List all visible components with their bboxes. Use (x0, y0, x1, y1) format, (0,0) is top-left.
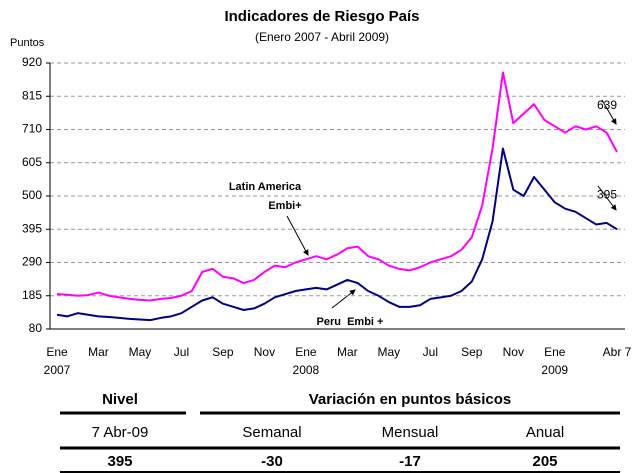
chart-title: Indicadores de Riesgo País (224, 8, 419, 25)
x-tick-label: Abr 7 (602, 345, 632, 359)
arrow (597, 185, 617, 211)
table-subheader: Semanal (242, 424, 301, 441)
table-subheader: Anual (526, 424, 564, 441)
x-tick-label: Mar (337, 345, 358, 359)
table-cell: 395 (107, 453, 132, 470)
arrow (601, 99, 617, 125)
x-tick-label: Nov (253, 345, 276, 359)
data-label: 395 (597, 187, 617, 201)
y-tick-label: 80 (29, 321, 43, 335)
series-line (56, 147, 618, 322)
y-tick-label: 290 (22, 255, 42, 269)
x-tick-label: Sep (212, 345, 234, 359)
data-label: 639 (597, 98, 617, 112)
y-tick-label: 185 (22, 288, 42, 302)
annotation: Latin America (229, 181, 302, 193)
x-tick-label: Nov (502, 345, 524, 359)
x-tick-label: May (377, 345, 401, 359)
y-tick-label: 500 (22, 188, 42, 202)
chart-subtitle: (Enero 2007 - Abril 2009) (255, 30, 389, 44)
y-tick-label: 395 (22, 221, 42, 235)
table-cell: 205 (532, 453, 557, 470)
table-header: Variación en puntos básicos (309, 391, 512, 408)
table-cell: -30 (261, 453, 283, 470)
table-cell: -17 (399, 453, 421, 470)
arrow (331, 289, 356, 309)
x-tick-label: Jul (173, 345, 190, 359)
series-line (56, 71, 618, 302)
table-subheader: 7 Abr-09 (92, 424, 149, 441)
y-tick-label: 605 (22, 155, 42, 169)
y-tick-label: 920 (22, 55, 42, 69)
table-subheader: Mensual (382, 424, 439, 441)
table-header: Nivel (102, 391, 138, 408)
x-tick-label: Sep (461, 345, 483, 359)
annotation: Peru Embi + (317, 316, 384, 328)
x-tick-label: Ene 2009 (541, 345, 569, 377)
annotation: Embi+ (268, 200, 301, 212)
y-tick-label: 710 (22, 122, 42, 136)
y-tick-label: 815 (22, 88, 42, 102)
x-tick-label: Jul (422, 345, 438, 359)
x-tick-label: Ene 2007 (43, 345, 71, 377)
y-axis-label: Puntos (10, 37, 45, 49)
x-tick-label: Ene 2008 (292, 345, 320, 377)
x-tick-label: Mar (88, 345, 109, 359)
arrow (286, 215, 309, 256)
x-tick-label: May (128, 345, 152, 359)
